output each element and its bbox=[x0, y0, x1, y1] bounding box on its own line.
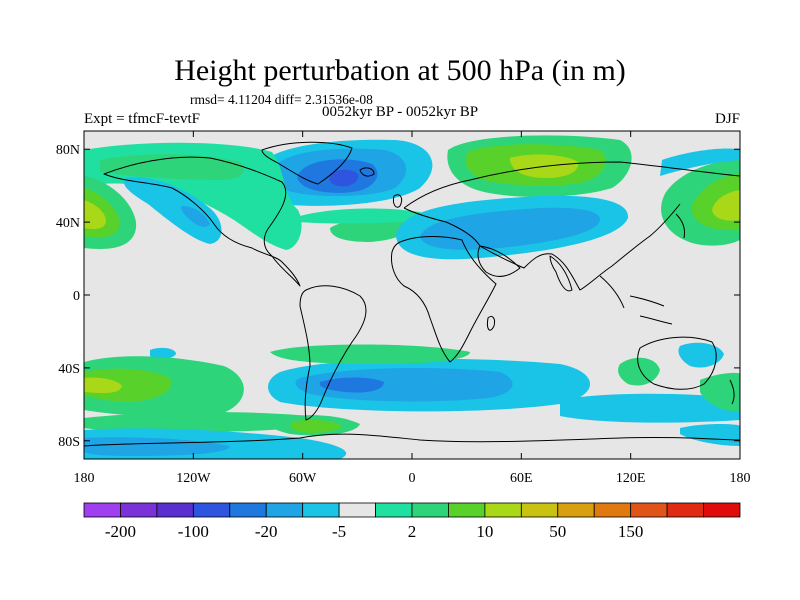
colorbar-box bbox=[302, 502, 340, 518]
colorbar-box bbox=[83, 502, 121, 518]
anomaly-south-pacific-small bbox=[150, 347, 176, 359]
colorbar-label: 150 bbox=[618, 522, 644, 541]
colorbar-label: -200 bbox=[105, 522, 136, 541]
anomaly-antarctic-band-1 bbox=[84, 412, 330, 432]
map-title: Height perturbation at 500 hPa (in m) bbox=[174, 54, 626, 87]
coast-greenland bbox=[261, 141, 353, 185]
lon-tick-label: 60W bbox=[289, 471, 317, 486]
colorbar-label: -20 bbox=[255, 522, 278, 541]
lon-tick-label: 180 bbox=[730, 471, 751, 486]
colorbar: -200 -100 -20 -5 2 10 50 150 bbox=[83, 502, 741, 541]
anomaly-pacific-streak-core bbox=[181, 206, 210, 227]
coast-southeast-asia bbox=[599, 275, 673, 325]
stats-text: rmsd= 4.11204 diff= 2.31536e-08 bbox=[190, 92, 373, 107]
anomaly-antarctic-core bbox=[84, 437, 230, 456]
anomaly-southern-ocean-mid bbox=[295, 368, 513, 402]
map-axes: 80N 40N 0 40S 80S 180 120W 60W 0 60E 120E 180 bbox=[56, 131, 751, 486]
lat-tick-label: 80N bbox=[56, 143, 80, 158]
colorbar-box bbox=[520, 502, 559, 518]
anomaly-antarctic-right-core bbox=[290, 419, 342, 433]
lon-tick-label: 60E bbox=[510, 471, 533, 486]
coast-antarctica bbox=[84, 433, 740, 447]
lat-tick-label: 40N bbox=[56, 216, 80, 231]
colorbar-box bbox=[448, 502, 486, 518]
coastlines bbox=[84, 141, 740, 447]
anomaly-south-indian-band bbox=[560, 393, 740, 423]
lat-tick-label: 40S bbox=[58, 362, 80, 377]
anomaly-west-pacific-right-peak bbox=[712, 190, 740, 221]
anomaly-south-atlantic-green bbox=[270, 344, 470, 364]
colorbar-box bbox=[666, 502, 704, 518]
coast-north-america bbox=[103, 156, 301, 287]
colorbar-label: 2 bbox=[408, 522, 417, 541]
lat-tick-label: 0 bbox=[73, 289, 80, 304]
anomaly-southeast-green bbox=[700, 372, 740, 412]
anomaly-indian-ocean-green bbox=[618, 357, 660, 386]
anomaly-central-asia-strip bbox=[300, 208, 424, 224]
colorbar-box bbox=[411, 502, 449, 518]
colorbar-box bbox=[156, 502, 194, 518]
lon-tick-label: 0 bbox=[409, 471, 416, 486]
anomaly-australia-blue bbox=[678, 342, 724, 368]
anomaly-north-america-core bbox=[100, 154, 244, 180]
coast-africa bbox=[391, 236, 497, 363]
colorbar-box bbox=[593, 502, 632, 518]
colorbar-label: -5 bbox=[332, 522, 346, 541]
coast-arabia bbox=[477, 245, 521, 277]
colorbar-box bbox=[630, 502, 668, 518]
anomaly-south-pacific-peak bbox=[84, 377, 122, 394]
colorbar-box bbox=[703, 502, 741, 518]
lat-tick-label: 80S bbox=[58, 435, 80, 450]
coast-new-zealand bbox=[729, 379, 735, 405]
coast-india bbox=[549, 255, 573, 292]
season-label: DJF bbox=[714, 111, 740, 127]
coast-japan bbox=[675, 213, 685, 239]
colorbar-box bbox=[120, 502, 158, 518]
coast-australia bbox=[637, 336, 717, 390]
coast-south-america bbox=[299, 285, 367, 421]
colorbar-box bbox=[484, 502, 522, 518]
colorbar-box bbox=[265, 502, 304, 518]
coast-eurasia bbox=[403, 161, 740, 291]
colorbar-box bbox=[375, 502, 413, 518]
anomaly-eurasia-band-mid bbox=[420, 207, 600, 250]
lon-tick-label: 120W bbox=[176, 471, 211, 486]
colorbar-label: -100 bbox=[178, 522, 209, 541]
colorbar-label: 50 bbox=[549, 522, 566, 541]
period-label: 0052kyr BP - 0052kyr BP bbox=[322, 104, 479, 120]
anomaly-pacific-streak bbox=[123, 176, 222, 244]
coast-uk bbox=[393, 194, 403, 208]
colorbar-box bbox=[338, 502, 376, 518]
coast-madagascar bbox=[487, 315, 495, 331]
lon-tick-label: 120E bbox=[616, 471, 646, 486]
colorbar-box bbox=[229, 502, 267, 518]
lon-tick-label: 180 bbox=[74, 471, 95, 486]
anomaly-north-atlantic-core bbox=[329, 169, 359, 187]
anomaly-southern-ocean-core bbox=[319, 377, 384, 393]
colorbar-box bbox=[192, 502, 231, 518]
coast-iceland bbox=[359, 167, 375, 177]
map-plot-area bbox=[84, 131, 740, 459]
anomaly-fields bbox=[84, 135, 740, 459]
colorbar-label: 10 bbox=[476, 522, 493, 541]
anomaly-south-pacific-mid bbox=[84, 368, 172, 402]
anomaly-antarctic-right-blue bbox=[680, 424, 740, 446]
experiment-label: Expt = tfmcF-tevtF bbox=[84, 111, 200, 127]
colorbar-box bbox=[557, 502, 595, 518]
